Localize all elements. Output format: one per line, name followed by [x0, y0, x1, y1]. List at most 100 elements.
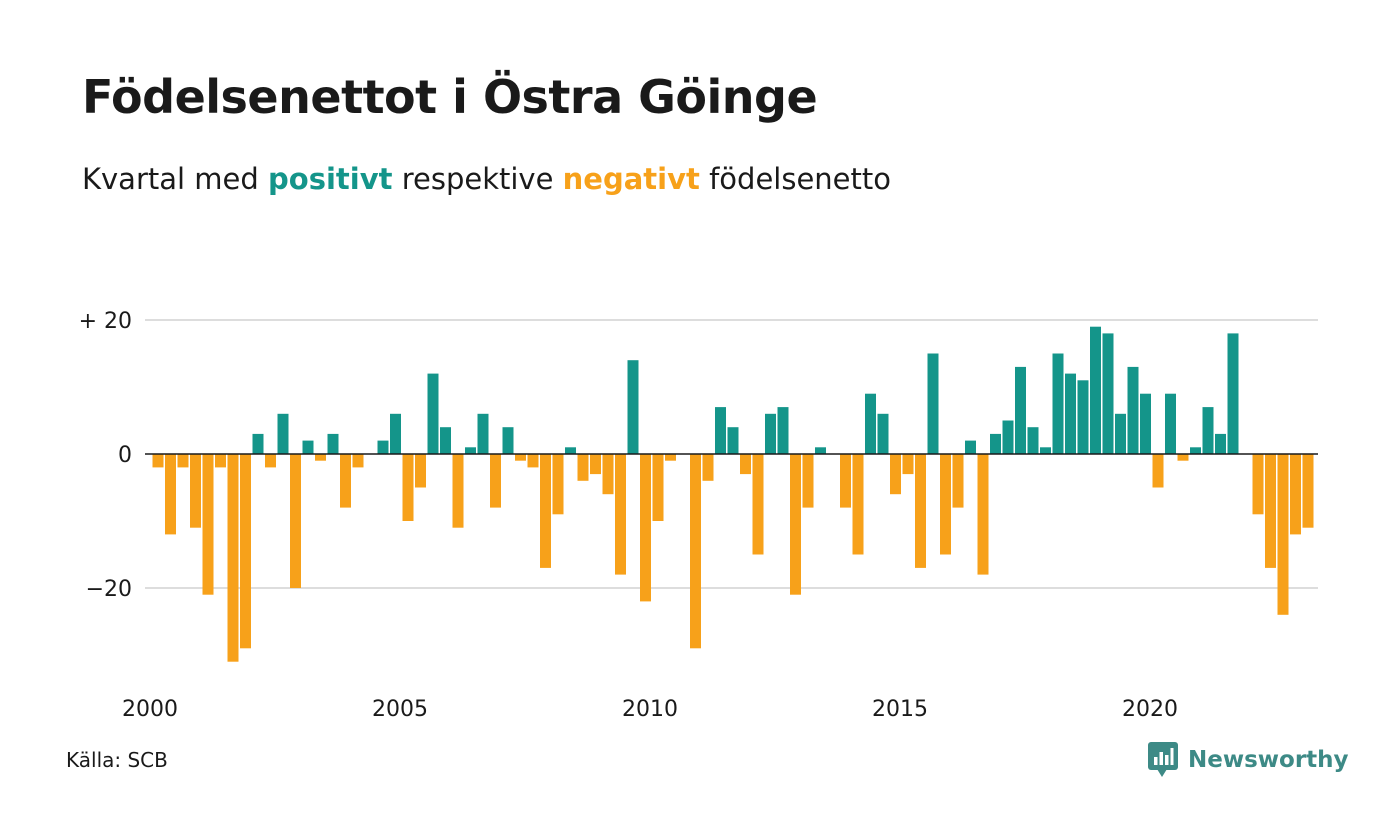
source-label: Källa: SCB — [66, 748, 168, 772]
bar-negative — [190, 454, 201, 528]
bar-negative — [1302, 454, 1314, 528]
bar-negative — [977, 454, 989, 575]
bar-negative — [415, 454, 426, 488]
bar-negative — [840, 454, 851, 508]
bar-negative — [665, 454, 676, 461]
bar-negative — [940, 454, 951, 555]
bar-negative — [702, 454, 714, 481]
bar-positive — [1015, 366, 1026, 454]
bar-negative — [640, 454, 651, 602]
bar-negative — [690, 454, 701, 649]
bar-positive — [765, 413, 776, 454]
bar-negative — [240, 454, 251, 649]
x-tick-label: 2010 — [622, 697, 678, 722]
bar-negative — [552, 454, 564, 515]
bar-positive — [1190, 447, 1201, 454]
bar-positive — [865, 393, 876, 454]
bar-positive — [1215, 433, 1226, 454]
bar-positive — [277, 413, 289, 454]
brand-name: Newsworthy — [1188, 747, 1349, 773]
bar-positive — [627, 360, 639, 454]
bar-positive — [252, 433, 264, 454]
bar-negative — [740, 454, 751, 475]
chart-subtitle: Kvartal med positivt respektive negativt… — [82, 162, 891, 196]
bar-positive — [990, 433, 1001, 454]
bar-positive — [465, 447, 476, 454]
x-tick-label: 2000 — [122, 697, 178, 722]
bar-negative — [802, 454, 814, 508]
bar-positive — [965, 440, 976, 454]
bar-positive — [1227, 333, 1239, 454]
bar-negative — [315, 454, 326, 461]
bar-positive — [727, 427, 739, 454]
bar-positive — [1115, 413, 1126, 454]
bar-negative — [352, 454, 364, 468]
bar-negative — [227, 454, 239, 662]
bar-positive — [1090, 326, 1101, 454]
bar-positive — [327, 433, 339, 454]
newsworthy-logo-icon — [1148, 742, 1178, 777]
bar-negative — [177, 454, 189, 468]
bar-negative — [340, 454, 351, 508]
x-tick-label: 2015 — [872, 697, 928, 722]
x-tick-label: 2020 — [1122, 697, 1178, 722]
bar-negative — [615, 454, 626, 575]
bar-negative — [915, 454, 926, 568]
bar-negative — [1177, 454, 1189, 461]
bar-negative — [1252, 454, 1264, 515]
bar-positive — [1077, 380, 1089, 454]
bar-positive — [565, 447, 576, 454]
bar-negative — [215, 454, 226, 468]
bar-negative — [590, 454, 601, 475]
bar-negative — [540, 454, 551, 568]
subtitle-text-pre: Kvartal med — [82, 162, 259, 196]
bar-positive — [1102, 333, 1114, 454]
bar-positive — [715, 407, 726, 454]
bar-negative — [1277, 454, 1289, 615]
bar-negative — [790, 454, 801, 595]
subtitle-text-mid: respektive — [401, 162, 554, 196]
bar-positive — [777, 407, 789, 454]
bar-positive — [427, 373, 439, 454]
bar-negative — [290, 454, 301, 588]
bar-positive — [502, 427, 514, 454]
bar-positive — [927, 353, 939, 454]
bar-positive — [1127, 366, 1139, 454]
bar-positive — [877, 413, 889, 454]
bar-positive — [1027, 427, 1039, 454]
x-tick-label: 2005 — [372, 697, 428, 722]
bar-negative — [1290, 454, 1301, 535]
bar-negative — [452, 454, 464, 528]
bar-negative — [852, 454, 864, 555]
bar-negative — [652, 454, 664, 521]
bar-negative — [402, 454, 414, 521]
bar-positive — [1202, 407, 1214, 454]
bar-negative — [952, 454, 964, 508]
subtitle-negative-label: negativt — [562, 162, 700, 196]
bar-positive — [1165, 393, 1176, 454]
y-tick-label: −20 — [86, 577, 132, 602]
bar-positive — [1002, 420, 1014, 454]
bar-negative — [602, 454, 614, 495]
bar-negative — [527, 454, 539, 468]
bar-negative — [1265, 454, 1276, 568]
bar-positive — [440, 427, 451, 454]
bar-positive — [1140, 393, 1151, 454]
bar-negative — [902, 454, 914, 475]
bar-positive — [1040, 447, 1051, 454]
brand-logo: Newsworthy — [1148, 742, 1349, 778]
bar-positive — [377, 440, 389, 454]
bar-negative — [1152, 454, 1164, 488]
bar-negative — [490, 454, 501, 508]
bar-negative — [577, 454, 589, 481]
bar-negative — [265, 454, 276, 468]
y-tick-label: 0 — [118, 443, 132, 468]
bar-positive — [1065, 373, 1076, 454]
chart-title: Födelsenettot i Östra Göinge — [82, 70, 818, 124]
bar-positive — [1052, 353, 1064, 454]
bar-positive — [390, 413, 401, 454]
bar-negative — [202, 454, 214, 595]
subtitle-text-post: födelsenetto — [709, 162, 891, 196]
subtitle-positive-label: positivt — [268, 162, 393, 196]
